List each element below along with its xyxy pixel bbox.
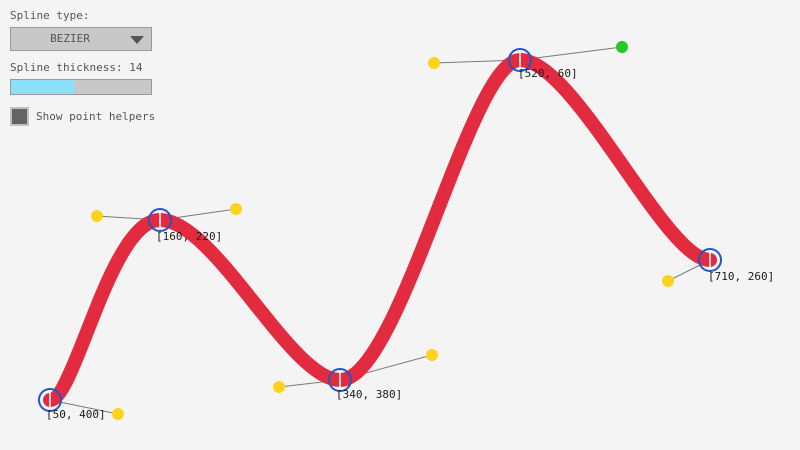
slider-fill — [11, 80, 74, 94]
point-labels-group: [50, 400] [160, 220] [340, 380] [520, 60] [7… — [46, 67, 774, 421]
spline-type-label: Spline type: — [10, 9, 90, 22]
control-handle[interactable] — [662, 275, 674, 287]
spline-thickness-label: Spline thickness: 14 — [10, 61, 143, 74]
control-handle[interactable] — [428, 57, 440, 69]
control-handle-active[interactable] — [616, 41, 628, 53]
spline-type-value: BEZIER — [50, 32, 90, 45]
spline-type-dropdown[interactable]: BEZIER — [10, 27, 152, 51]
control-handle[interactable] — [230, 203, 242, 215]
anchor-point[interactable] — [38, 388, 62, 412]
show-point-helpers-checkbox[interactable] — [10, 107, 29, 126]
point-coordinate-label: [520, 60] — [518, 67, 578, 80]
point-coordinate-label: [710, 260] — [708, 270, 774, 283]
show-point-helpers-label: Show point helpers — [36, 110, 156, 123]
anchor-point[interactable] — [148, 208, 172, 232]
spline-curve — [43, 53, 717, 407]
control-handle[interactable] — [426, 349, 438, 361]
point-coordinate-label: [160, 220] — [156, 230, 222, 243]
control-panel: Spline type: BEZIER Spline thickness: 14… — [0, 0, 170, 126]
anchor-point[interactable] — [698, 248, 722, 272]
control-handle[interactable] — [273, 381, 285, 393]
anchor-point[interactable] — [328, 368, 352, 392]
point-coordinate-label: [340, 380] — [336, 388, 402, 401]
point-coordinate-label: [50, 400] — [46, 408, 106, 421]
anchor-points-group[interactable] — [38, 48, 722, 412]
control-handle[interactable] — [91, 210, 103, 222]
show-point-helpers-row[interactable]: Show point helpers — [10, 107, 170, 126]
control-handles-group[interactable] — [91, 41, 674, 420]
control-handle[interactable] — [112, 408, 124, 420]
chevron-down-icon — [130, 36, 144, 44]
spline-thickness-slider[interactable] — [10, 79, 152, 95]
anchor-point[interactable] — [508, 48, 532, 72]
